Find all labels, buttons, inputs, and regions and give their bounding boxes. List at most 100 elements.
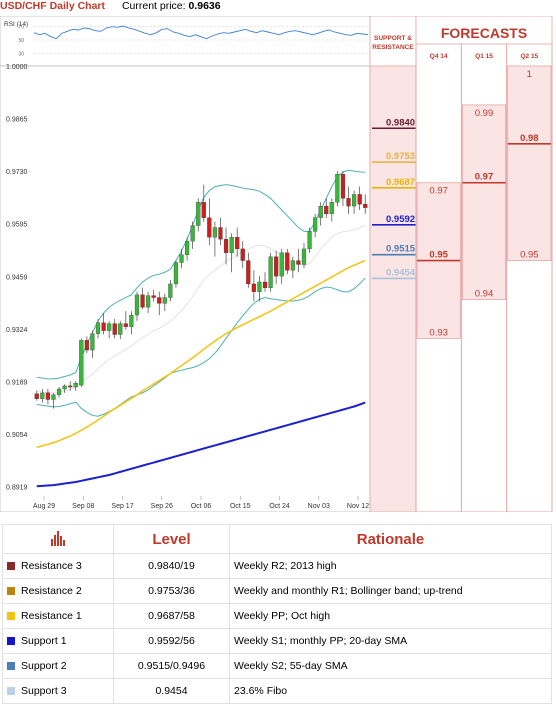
candle-body	[56, 388, 62, 395]
rsi-tick-label: 70	[18, 25, 24, 31]
candle-body	[257, 281, 262, 292]
forecast-column	[506, 43, 553, 512]
y-tick-label: 1.0000	[6, 64, 28, 71]
level-label: 0.9753	[386, 151, 415, 162]
level-value: 0.9592/56	[113, 628, 230, 654]
level-label: 0.9840	[386, 117, 415, 128]
levels-header-text: SUPPORT &	[374, 35, 412, 42]
x-tick-label: Sep 26	[151, 503, 173, 510]
level-label: 0.9515	[386, 244, 416, 255]
x-tick-label: Nov 12	[347, 503, 369, 510]
level-rationale: Weekly and monthly R1; Bollinger band; u…	[229, 578, 552, 604]
candle-body	[45, 392, 51, 400]
level-color-swatch	[7, 687, 15, 696]
x-tick-label: Aug 29	[33, 503, 55, 510]
table-row: Resistance 1 0.9687/58 Weekly PP; Oct high	[2, 603, 552, 629]
x-tick-label: Oct 06	[191, 503, 212, 510]
level-label: 0.9454	[386, 267, 416, 278]
candle-body	[90, 333, 95, 351]
level-name: Resistance 2	[21, 585, 82, 597]
candle-body	[240, 248, 245, 261]
sma-200-line	[36, 401, 366, 488]
level-rationale: Weekly R2; 2013 high	[229, 553, 552, 579]
forecast-high-label: 0.97	[429, 186, 448, 197]
forecast-mid-label: 0.98	[520, 133, 539, 144]
bollinger-mid-line	[36, 224, 366, 394]
table-header-row: Level Rationale	[2, 524, 552, 554]
level-color-swatch	[7, 662, 15, 671]
forecast-panel: FORECASTS Q4 14 0.97 0.95 0.93 Q1 15 0.99 0.97 0…	[415, 16, 553, 512]
rsi-tick-label: 30	[18, 51, 24, 57]
level-name: Support 3	[21, 685, 67, 697]
candle-body	[268, 256, 273, 288]
level-value: 0.9515/0.9496	[113, 653, 230, 679]
candle-body	[318, 205, 323, 218]
rsi-panel: RSI (14)70 50 30	[0, 16, 371, 67]
level-label: 0.9592	[386, 214, 415, 225]
candle-body	[118, 323, 123, 335]
forecast-column-label: Q4 14	[430, 53, 448, 60]
candle-body	[301, 248, 307, 265]
candle-body	[329, 202, 334, 215]
levels-panel-header-bg	[369, 16, 417, 67]
table-row: Resistance 3 0.9840/19 Weekly R2; 2013 hig…	[2, 553, 552, 579]
level-value: 0.9753/36	[113, 578, 230, 604]
y-tick-label: 0.8919	[6, 485, 28, 492]
level-name: Resistance 1	[21, 610, 82, 622]
candle-body	[235, 237, 240, 250]
forecast-low-label: 0.93	[429, 327, 448, 338]
candle-body	[229, 237, 234, 253]
candle-body	[129, 314, 134, 327]
level-name-cell: Resistance 1	[2, 603, 114, 629]
candle-body	[95, 322, 101, 334]
levels-panel-bg	[369, 16, 417, 512]
level-rationale: Weekly PP; Oct high	[229, 603, 552, 629]
forecast-high-label: 0.99	[475, 108, 494, 119]
level-value: 0.9840/19	[113, 553, 230, 579]
level-color-swatch	[7, 637, 15, 646]
candle-body	[168, 283, 173, 298]
candle-body	[140, 294, 145, 308]
y-tick-label: 0.9189	[6, 380, 28, 387]
candle-body	[324, 205, 329, 215]
bollinger-lower-line	[36, 277, 366, 417]
forecast-range	[507, 65, 552, 261]
candle-body	[218, 227, 223, 240]
current-price-value: 0.9636	[188, 0, 221, 12]
level-label: 0.9687	[386, 177, 415, 188]
candle-body	[279, 252, 284, 277]
forecasts-title: FORECASTS	[441, 25, 527, 41]
candle-body	[357, 194, 362, 205]
candle-body	[79, 340, 84, 386]
candle-body	[84, 340, 89, 351]
table-row: Support 2 0.9515/0.9496 Weekly S2; 55-day …	[2, 653, 552, 679]
y-tick-label: 0.9865	[6, 117, 28, 124]
forecast-column-label: Q1 15	[475, 53, 493, 60]
candle-body	[162, 297, 167, 304]
price-panel: 1.0000 0.9865 0.9730 0.9595 0.9459 0.9324 0.91…	[0, 64, 371, 512]
level-name: Resistance 3	[21, 560, 82, 572]
candle-body	[196, 202, 201, 226]
candle-body	[207, 217, 212, 238]
candle-body	[190, 225, 195, 242]
table-row: Support 1 0.9592/56 Weekly S1; monthly PP;…	[2, 628, 552, 654]
level-name-cell: Support 1	[2, 628, 114, 654]
candle-body	[134, 294, 140, 316]
candle-body	[73, 382, 78, 388]
current-price-label: Current price:	[121, 0, 186, 12]
forecast-mid-label: 0.97	[475, 172, 494, 183]
levels-table: Level Rationale Resistance 3 0.9840/19 Wee…	[2, 524, 552, 704]
level-header: Level	[113, 524, 230, 554]
forecast-column-label: Q2 15	[520, 53, 538, 60]
x-tick-label: Sep 08	[72, 503, 94, 510]
level-name-cell: Support 2	[2, 653, 114, 679]
level-name-cell: Support 3	[2, 678, 114, 704]
candle-body	[62, 385, 67, 390]
candle-body	[335, 174, 340, 203]
table-icon-cell	[2, 524, 114, 554]
candle-body	[274, 256, 279, 277]
candle-body	[146, 295, 151, 308]
rsi-tick-label: 50	[18, 38, 24, 44]
candle-body	[262, 281, 268, 288]
candle-body	[246, 260, 251, 285]
